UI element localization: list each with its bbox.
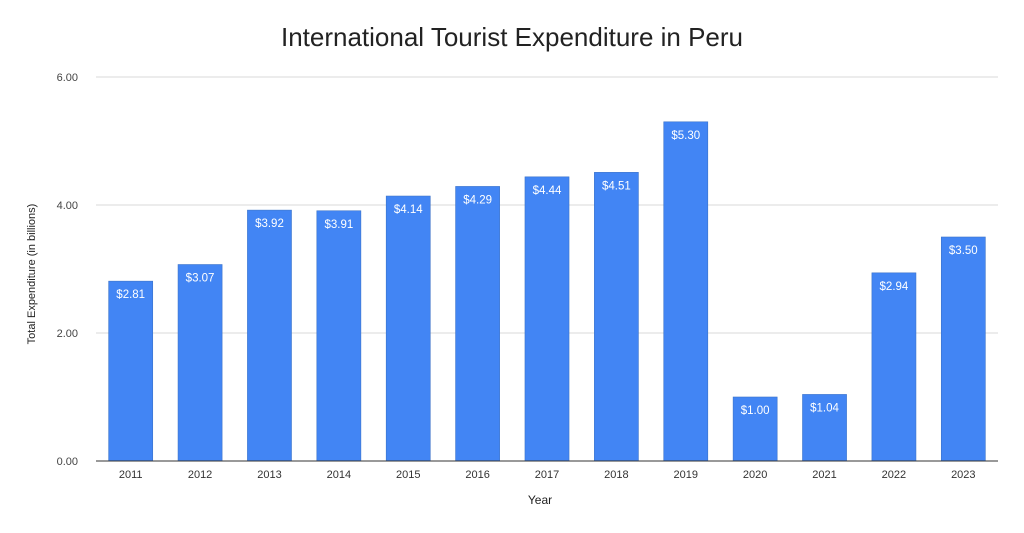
x-tick-label: 2015 [396,469,420,481]
bar [871,272,917,462]
y-tick-label: 2.00 [57,328,78,340]
x-tick-label: 2012 [188,469,212,481]
x-tick-label: 2021 [812,469,836,481]
bar-value-label: $2.81 [116,289,145,301]
x-tick-label: 2023 [951,469,975,481]
x-tick-label: 2017 [535,469,559,481]
x-tick-label: 2020 [743,469,767,481]
x-axis-title: Year [528,493,552,507]
bar [177,264,223,462]
x-tick-label: 2016 [465,469,489,481]
bar [802,394,847,462]
bar [940,236,986,462]
bar [524,176,570,462]
bar-value-label: $2.94 [880,281,909,293]
bars: $2.81 $3.07 $3.92 $3.91 $4.14 $4.29 $4.44 $4.51… [108,121,986,462]
bar-value-label: $1.04 [810,402,839,414]
bar-value-label: $3.07 [186,273,215,285]
bar-value-label: $4.51 [602,180,631,192]
bar-value-label: $1.00 [741,405,770,417]
axes: 0.00 2.00 4.00 6.00 2011 2012 2013 2014 2015 2016… [57,72,998,481]
bar-value-label: $4.44 [533,185,562,197]
x-tick-label: 2013 [257,469,281,481]
y-tick-label: 0.00 [57,456,78,468]
y-tick-label: 6.00 [57,72,78,84]
y-tick-label: 4.00 [57,200,78,212]
chart-title: International Tourist Expenditure in Per… [280,22,744,52]
bar-value-label: $5.30 [671,130,700,142]
bar-value-label: $3.91 [324,219,353,231]
bar [316,210,362,462]
x-tick-label: 2019 [674,469,698,481]
x-tick-label: 2018 [604,469,628,481]
bar [594,172,639,462]
bar-value-label: $4.29 [463,194,492,206]
bar [385,195,431,462]
bar [247,209,292,462]
bar-value-label: $4.14 [394,204,423,216]
x-tick-label: 2014 [327,469,351,481]
x-tick-label: 2022 [882,469,906,481]
bar [455,186,500,462]
bar-value-label: $3.92 [255,218,284,230]
bar [663,121,709,462]
bar-value-label: $3.50 [949,245,978,257]
bar [108,280,154,462]
y-axis-title: Total Expenditure (in billions) [26,204,38,345]
x-tick-label: 2011 [119,469,143,481]
